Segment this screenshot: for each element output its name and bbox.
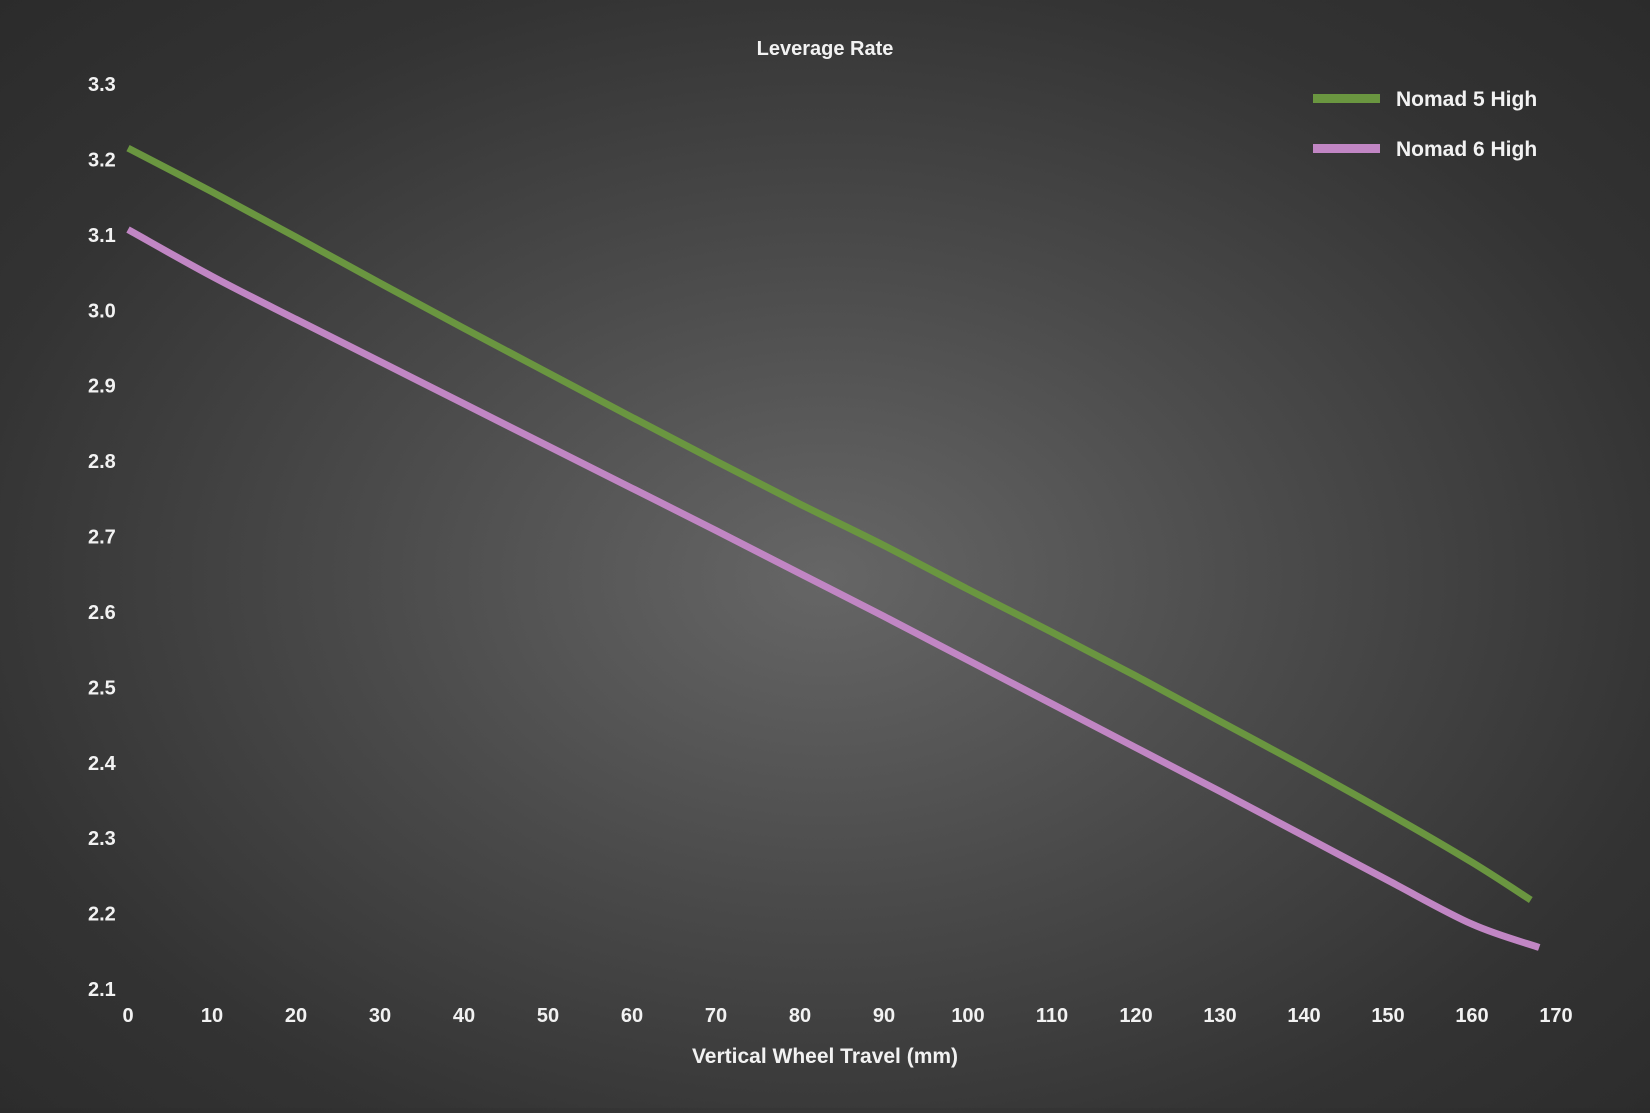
y-tick-label: 2.1 — [88, 979, 116, 1001]
x-tick-label: 140 — [1287, 1005, 1320, 1027]
y-tick-label: 2.6 — [88, 602, 116, 624]
y-tick-label: 3.3 — [88, 74, 116, 96]
y-tick-label: 2.5 — [88, 677, 116, 699]
x-tick-label: 10 — [201, 1005, 223, 1027]
y-tick-label: 3.2 — [88, 149, 116, 171]
x-tick-label: 80 — [789, 1005, 811, 1027]
y-tick-label: 2.3 — [88, 828, 116, 850]
x-tick-label: 40 — [453, 1005, 475, 1027]
legend-swatch — [1313, 144, 1380, 153]
x-tick-label: 0 — [122, 1005, 133, 1027]
x-tick-label: 120 — [1119, 1005, 1152, 1027]
x-tick-label: 60 — [621, 1005, 643, 1027]
y-tick-label: 2.9 — [88, 376, 116, 398]
x-tick-labels: 0 10 20 30 40 50 60 70 80 90 100 110 120 130 140 150 160… — [122, 1005, 1572, 1027]
y-tick-label: 2.7 — [88, 527, 116, 549]
chart-title: Leverage Rate — [757, 38, 894, 60]
series-lines — [126, 144, 1541, 951]
x-tick-label: 130 — [1203, 1005, 1236, 1027]
legend-label: Nomad 5 High — [1396, 88, 1537, 111]
x-tick-label: 50 — [537, 1005, 559, 1027]
x-tick-label: 20 — [285, 1005, 307, 1027]
y-tick-label: 2.8 — [88, 451, 116, 473]
legend: Nomad 5 High Nomad 6 High — [1313, 88, 1537, 161]
x-tick-label: 100 — [951, 1005, 984, 1027]
legend-swatch — [1313, 94, 1380, 103]
x-tick-label: 90 — [873, 1005, 895, 1027]
y-tick-label: 3.0 — [88, 300, 116, 322]
legend-label: Nomad 6 High — [1396, 138, 1537, 161]
y-tick-label: 2.2 — [88, 904, 116, 926]
x-tick-label: 70 — [705, 1005, 727, 1027]
x-tick-label: 110 — [1036, 1005, 1068, 1027]
series-line-1 — [126, 144, 1533, 903]
y-tick-labels: 3.3 3.2 3.1 3.0 2.9 2.8 2.7 2.6 2.5 2.4 2.3 2.2 2.1 — [88, 74, 117, 1001]
x-tick-label: 160 — [1455, 1005, 1488, 1027]
x-axis-title: Vertical Wheel Travel (mm) — [692, 1045, 958, 1068]
x-tick-label: 150 — [1371, 1005, 1404, 1027]
series-line-2 — [126, 226, 1541, 951]
y-tick-label: 2.4 — [88, 753, 117, 775]
y-tick-label: 3.1 — [88, 225, 116, 247]
x-tick-label: 30 — [369, 1005, 391, 1027]
x-tick-label: 170 — [1539, 1005, 1572, 1027]
